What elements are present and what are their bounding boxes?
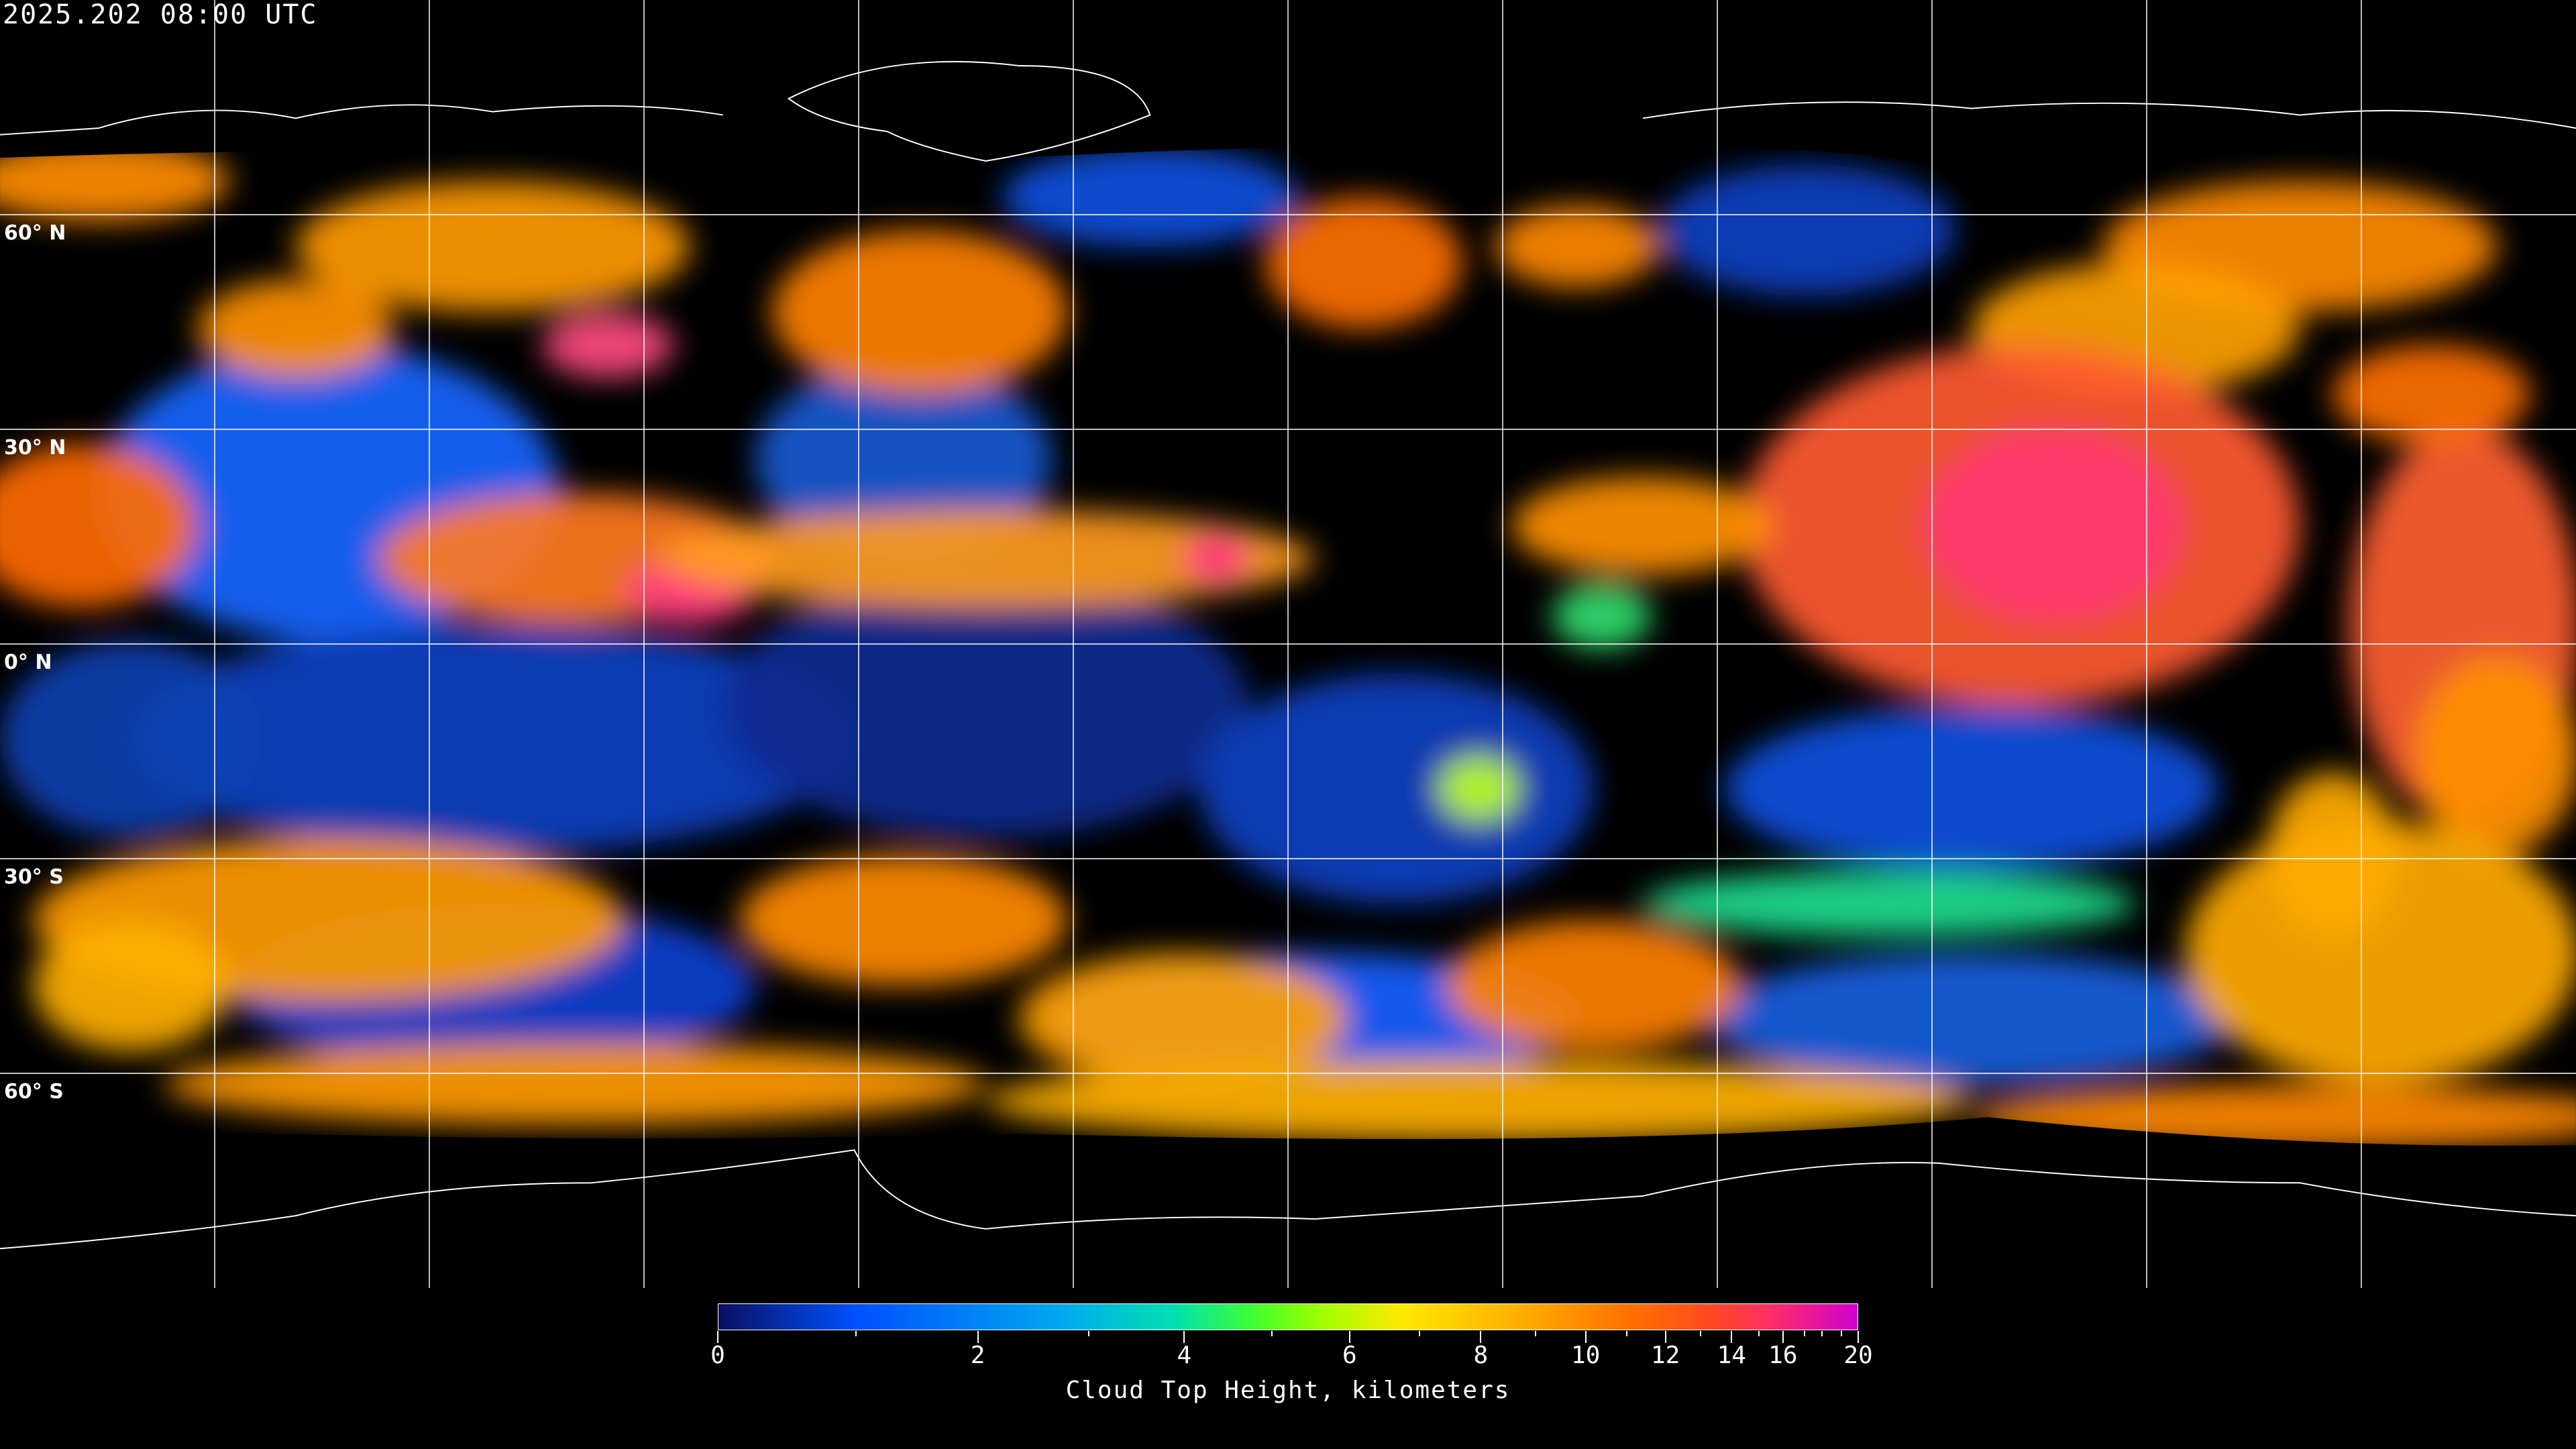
colorbar-tick-label: 16 [1768,1342,1798,1369]
colorbar-major-tick [1480,1331,1482,1343]
colorbar-tick-label: 12 [1651,1342,1680,1369]
colorbar-major-tick [717,1331,718,1343]
cloud-region [1495,205,1660,288]
colorbar-major-tick [1348,1331,1350,1343]
cloud-region [2415,657,2576,855]
colorbar-tick-label: 4 [1177,1342,1192,1369]
cloud-region [1552,583,1652,649]
colorbar-major-tick [1858,1331,1859,1343]
colorbar-minor-tick [1700,1331,1702,1336]
colorbar-major-tick [1183,1331,1185,1343]
colorbar-minor-tick [855,1331,857,1336]
colorbar-tick-label: 14 [1717,1342,1746,1369]
cloud-region [1725,706,2218,871]
colorbar-tick-label: 10 [1571,1342,1601,1369]
cloud-region [739,854,1068,986]
lat-lon-grid [0,0,2576,1288]
antarctica-coast [0,1149,2576,1250]
cloud-region [197,279,394,378]
colorbar-minor-tick [1534,1331,1536,1336]
cloud-region [2267,772,2399,936]
cloud-region [1708,953,2235,1085]
cloud-region [0,443,197,608]
cloud-region [32,920,230,1052]
cloud-region [1183,533,1249,584]
colorbar-minor-tick [1625,1331,1627,1336]
cloud-region [1971,1084,2576,1146]
colorbar-major-tick [1782,1331,1784,1343]
colorbar-major-tick [977,1331,979,1343]
greenland-coast [787,60,1151,162]
cloud-region [1446,920,1741,1052]
coastlines [0,60,2576,1250]
cloud-region [985,1059,1972,1142]
colorbar-minor-tick [1758,1331,1760,1336]
colorbar-tick-label: 20 [1843,1342,1873,1369]
cloud-region [755,361,1052,559]
colorbar-title: Cloud Top Height, kilometers [1065,1377,1511,1404]
lat-label-0: 0° N [4,651,52,674]
cloud-region [542,312,674,378]
colorbar-major-tick [1664,1331,1666,1343]
cloud-region [1922,427,2186,625]
timestamp: 2025.202 08:00 UTC [3,0,318,30]
lat-label-30n: 30° N [4,436,66,460]
colorbar [718,1303,1858,1330]
cloud-region [657,509,1315,608]
cloud-region [1642,870,2136,936]
lat-label-30s: 30° S [4,865,64,889]
cloud-region [772,229,1068,394]
colorbar-major-tick [1585,1331,1587,1343]
cloud-region [1511,476,1774,576]
cloud-region [164,1043,986,1126]
cloud-region [1199,674,1594,904]
cloud-region [131,624,855,855]
lat-label-60s: 60° S [4,1080,64,1104]
colorbar-minor-tick [1804,1331,1806,1336]
colorbar-major-tick [1731,1331,1733,1343]
colorbar-minor-tick [1087,1331,1089,1336]
cloud-region [0,641,263,838]
cloud-region [1002,148,1298,247]
colorbar-minor-tick [1271,1331,1273,1336]
cloud-top-height-map [0,0,2576,1288]
cloud-region [295,180,690,313]
cloud-imagery [0,141,2576,1146]
arctic-coast [0,101,2576,136]
cloud-region [1018,953,1348,1085]
cloud-region [1437,755,1520,822]
colorbar-minor-tick [1418,1331,1420,1336]
cloud-region [722,575,1249,838]
cloud-region [1265,197,1462,329]
cloud-region [2332,345,2530,444]
colorbar-tick-label: 2 [970,1342,985,1369]
cloud-region [0,141,230,222]
colorbar-tick-label: 8 [1473,1342,1489,1369]
colorbar-minor-tick [1840,1331,1842,1336]
colorbar-tick-label: 0 [710,1342,725,1369]
colorbar-tick-label: 6 [1342,1342,1357,1369]
lat-label-60n: 60° N [4,221,66,245]
cloud-region [1659,164,1955,296]
colorbar-minor-tick [1821,1331,1823,1336]
